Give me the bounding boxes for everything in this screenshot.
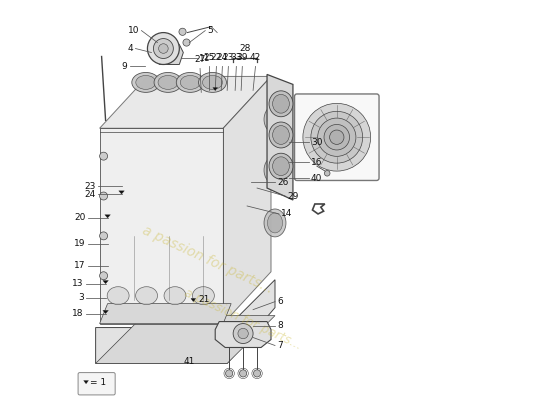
Ellipse shape — [107, 287, 129, 305]
Ellipse shape — [136, 76, 156, 89]
Circle shape — [153, 38, 173, 58]
Ellipse shape — [199, 72, 227, 92]
FancyBboxPatch shape — [295, 94, 379, 180]
Polygon shape — [103, 310, 108, 314]
Polygon shape — [96, 280, 275, 364]
Text: 24: 24 — [217, 53, 228, 62]
Circle shape — [324, 124, 350, 150]
Polygon shape — [84, 380, 89, 384]
Circle shape — [100, 192, 108, 200]
Ellipse shape — [264, 106, 286, 133]
Ellipse shape — [269, 122, 293, 148]
Text: 28: 28 — [239, 44, 251, 52]
Circle shape — [254, 370, 261, 377]
Ellipse shape — [180, 76, 200, 89]
Ellipse shape — [164, 287, 186, 305]
Circle shape — [239, 370, 247, 377]
Text: 7: 7 — [277, 341, 283, 350]
Ellipse shape — [273, 126, 289, 144]
Text: 20: 20 — [74, 214, 86, 222]
Polygon shape — [213, 88, 218, 90]
Text: 3: 3 — [78, 293, 84, 302]
Ellipse shape — [136, 287, 157, 305]
Ellipse shape — [264, 209, 286, 237]
Ellipse shape — [132, 72, 160, 92]
Circle shape — [100, 152, 108, 160]
Circle shape — [311, 111, 362, 163]
Text: 8: 8 — [277, 321, 283, 330]
Circle shape — [179, 28, 186, 35]
Circle shape — [238, 328, 248, 339]
Text: a passion for parts...: a passion for parts... — [182, 286, 304, 352]
Text: 26: 26 — [277, 178, 288, 186]
Circle shape — [147, 32, 179, 64]
Text: 18: 18 — [72, 309, 84, 318]
Polygon shape — [119, 191, 124, 194]
Polygon shape — [160, 44, 183, 64]
Polygon shape — [105, 215, 111, 218]
Text: 21: 21 — [198, 295, 210, 304]
Ellipse shape — [202, 76, 222, 89]
Text: 11: 11 — [199, 54, 211, 63]
Circle shape — [318, 118, 356, 156]
Text: 13: 13 — [72, 279, 84, 288]
Circle shape — [329, 130, 344, 144]
Circle shape — [100, 232, 108, 240]
Ellipse shape — [267, 213, 283, 233]
Ellipse shape — [267, 110, 283, 129]
Text: 10: 10 — [128, 26, 140, 35]
Text: 42: 42 — [250, 53, 261, 62]
Text: 19: 19 — [74, 239, 86, 248]
Ellipse shape — [267, 160, 283, 180]
Ellipse shape — [269, 153, 293, 179]
Text: 39: 39 — [236, 53, 248, 62]
Ellipse shape — [269, 91, 293, 117]
Ellipse shape — [158, 76, 178, 89]
Text: 14: 14 — [281, 210, 293, 218]
Text: 6: 6 — [277, 297, 283, 306]
Polygon shape — [96, 316, 275, 364]
Text: = 1: = 1 — [90, 378, 106, 387]
Text: a passion for parts...: a passion for parts... — [140, 223, 275, 296]
Text: 24: 24 — [84, 190, 96, 198]
Ellipse shape — [273, 157, 289, 176]
Polygon shape — [223, 76, 271, 324]
Circle shape — [233, 324, 253, 344]
Ellipse shape — [192, 287, 215, 305]
Circle shape — [158, 44, 168, 53]
Text: 5: 5 — [207, 26, 213, 35]
Text: 17: 17 — [74, 261, 86, 270]
Text: 9: 9 — [122, 62, 128, 71]
Ellipse shape — [264, 156, 286, 184]
Polygon shape — [191, 298, 196, 302]
Circle shape — [226, 370, 233, 377]
FancyBboxPatch shape — [78, 372, 115, 395]
Text: 30: 30 — [311, 138, 322, 147]
Text: 23: 23 — [84, 182, 96, 190]
Circle shape — [324, 170, 330, 176]
Text: 27: 27 — [194, 55, 206, 64]
Ellipse shape — [273, 94, 289, 113]
Polygon shape — [100, 76, 271, 128]
Text: 23: 23 — [223, 53, 234, 62]
Text: 25: 25 — [204, 53, 215, 62]
Text: 22: 22 — [211, 53, 222, 62]
Ellipse shape — [177, 72, 204, 92]
Text: 4: 4 — [128, 44, 134, 53]
Text: 33: 33 — [230, 53, 242, 62]
Text: 41: 41 — [184, 357, 195, 366]
Circle shape — [100, 272, 108, 280]
Circle shape — [303, 103, 371, 171]
Polygon shape — [100, 304, 231, 324]
Polygon shape — [215, 322, 271, 348]
Text: 16: 16 — [311, 158, 322, 167]
Polygon shape — [100, 128, 223, 324]
Ellipse shape — [154, 72, 182, 92]
Polygon shape — [267, 74, 293, 200]
Text: 40: 40 — [311, 174, 322, 182]
Text: 29: 29 — [287, 192, 298, 200]
Circle shape — [183, 39, 190, 46]
Polygon shape — [103, 280, 108, 284]
